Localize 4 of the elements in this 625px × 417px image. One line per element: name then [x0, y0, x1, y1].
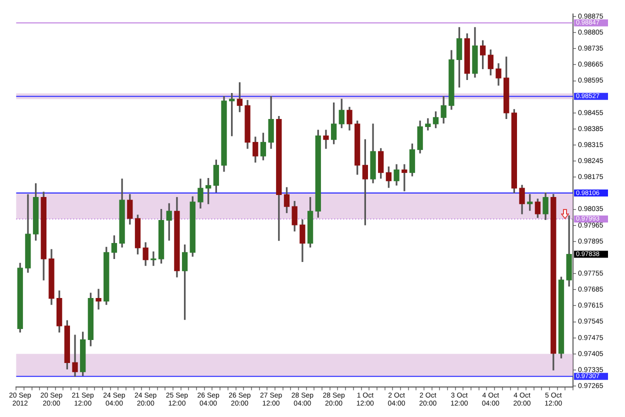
candlestick: [323, 130, 329, 149]
candlestick: [150, 251, 156, 266]
candlestick: [72, 334, 78, 377]
candlestick: [96, 288, 102, 310]
